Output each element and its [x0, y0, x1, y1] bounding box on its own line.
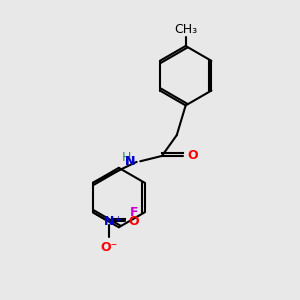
Text: O: O: [187, 149, 198, 162]
Text: F: F: [130, 206, 139, 219]
Text: H: H: [122, 151, 131, 164]
Text: CH₃: CH₃: [174, 22, 197, 36]
Text: N: N: [104, 215, 115, 228]
Text: O: O: [129, 215, 139, 228]
Text: N: N: [125, 155, 135, 168]
Text: N: N: [125, 155, 135, 168]
Text: O⁻: O⁻: [101, 241, 118, 254]
Text: +: +: [114, 215, 121, 224]
